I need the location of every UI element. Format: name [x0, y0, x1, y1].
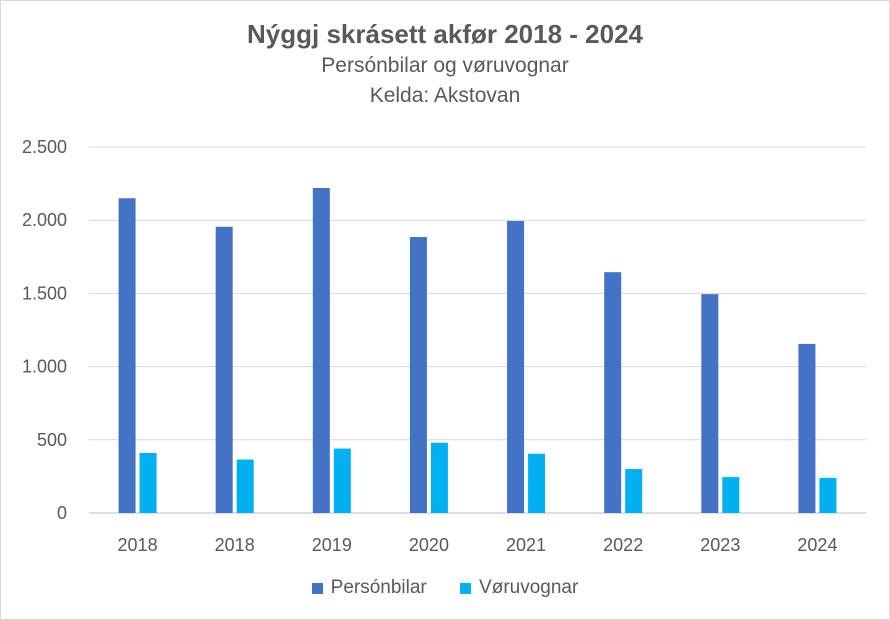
bar-voruvognar [430, 442, 448, 513]
title-block: Nýggj skrásett akfør 2018 - 2024 Persónb… [1, 17, 889, 111]
bar-voruvognar [236, 459, 254, 513]
y-tick-label: 0 [57, 503, 67, 523]
bar-voruvognar [819, 477, 837, 513]
bar-voruvognar [528, 453, 546, 513]
x-tick-label: 2018 [215, 535, 255, 555]
bar-voruvognar [625, 469, 643, 513]
legend: Persónbilar Vøruvognar [1, 577, 889, 600]
bar-personbilar [118, 198, 136, 514]
legend-swatch-personbilar [311, 582, 323, 594]
chart-source: Kelda: Akstovan [369, 84, 521, 107]
x-tick-label: 2023 [700, 535, 740, 555]
chart-title: Nýggj skrásett akfør 2018 - 2024 [247, 19, 643, 49]
bar-voruvognar [333, 448, 351, 513]
x-tick-label: 2019 [312, 535, 352, 555]
legend-swatch-voruvognar [460, 582, 472, 594]
bar-voruvognar [139, 452, 157, 513]
bar-personbilar [312, 187, 330, 513]
x-tick-label: 2018 [118, 535, 158, 555]
y-tick-label: 1.500 [22, 283, 67, 303]
bar-personbilar [701, 294, 719, 513]
bar-personbilar [409, 237, 427, 513]
x-tick-label: 2020 [409, 535, 449, 555]
y-tick-label: 500 [37, 430, 67, 450]
legend-item-personbilar: Persónbilar [311, 577, 427, 599]
plot-area: 0 500 1.000 1.500 2.000 2.500 2018 2018 2019 2020… [22, 137, 866, 555]
legend-label-personbilar: Persónbilar [330, 577, 427, 598]
bar-personbilar [507, 220, 525, 513]
bar-personbilar [798, 343, 816, 513]
legend-item-voruvognar: Vøruvognar [460, 577, 578, 599]
y-tick-label: 2.000 [22, 210, 67, 230]
x-tick-label: 2022 [603, 535, 643, 555]
bar-personbilar [215, 226, 233, 513]
y-tick-label: 1.000 [22, 357, 67, 377]
legend-label-voruvognar: Vøruvognar [479, 577, 579, 598]
y-tick-label: 2.500 [22, 137, 67, 157]
chart-subtitle: Persónbilar og vøruvognar [321, 54, 569, 77]
bar-personbilar [604, 272, 622, 513]
x-tick-label: 2024 [797, 535, 837, 555]
x-tick-label: 2021 [506, 535, 546, 555]
bar-voruvognar [722, 477, 740, 513]
